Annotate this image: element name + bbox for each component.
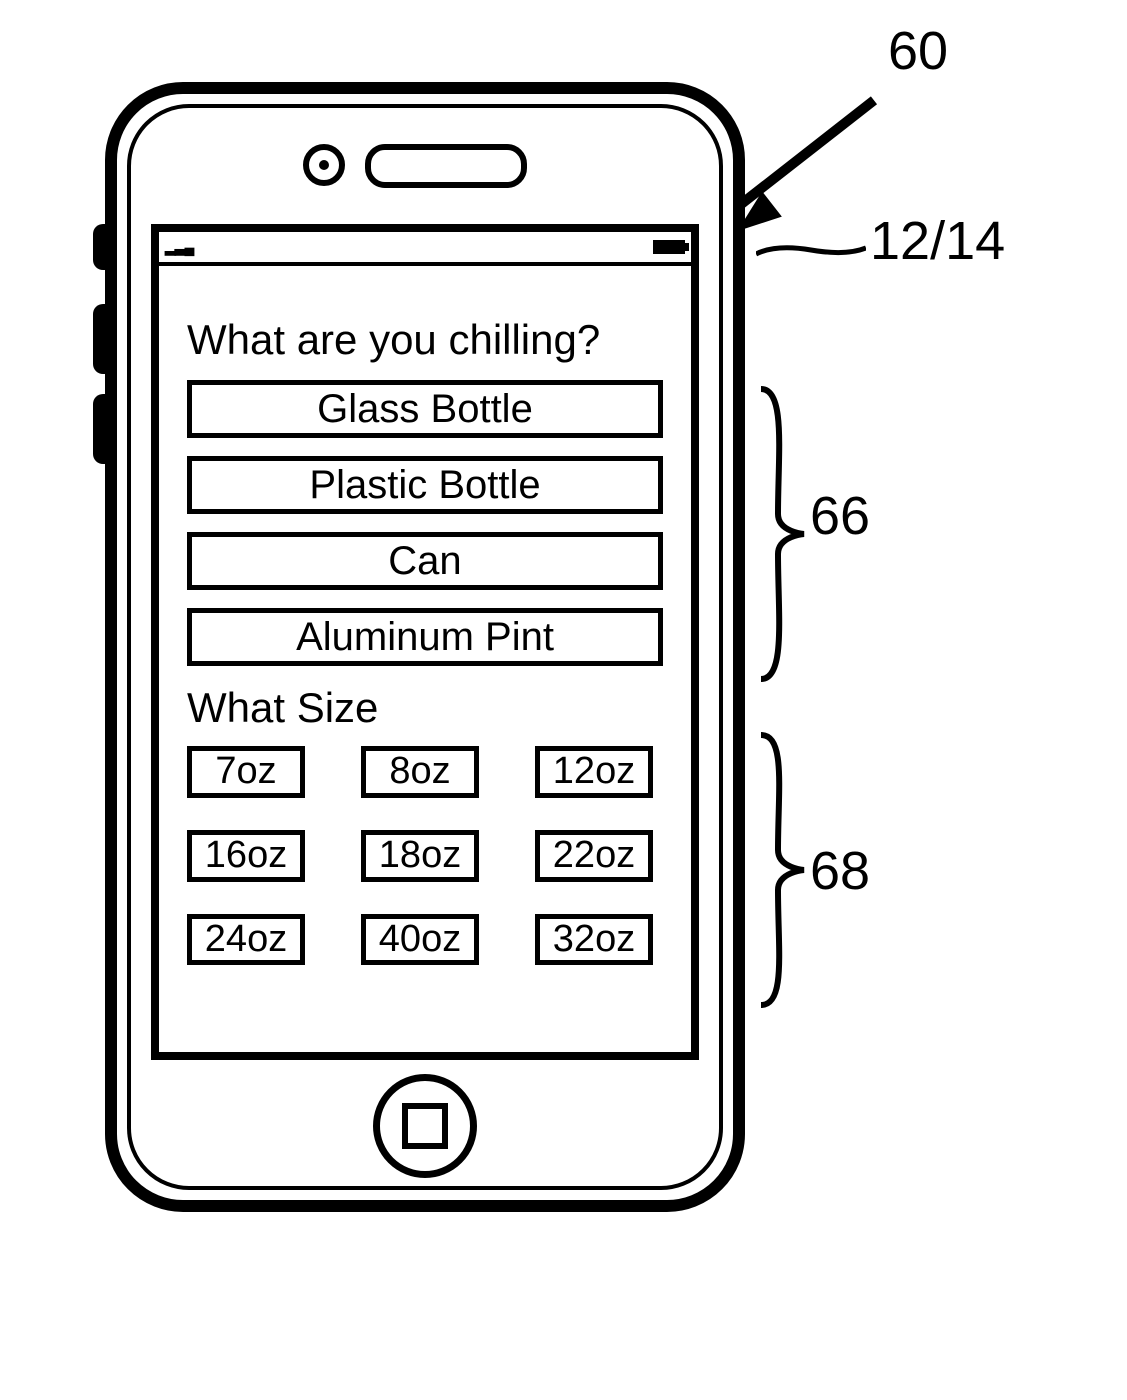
size-option-7oz[interactable]: 7oz	[187, 746, 305, 798]
reference-label-60: 60	[888, 20, 948, 82]
volume-down-button	[93, 394, 117, 464]
size-option-18oz[interactable]: 18oz	[361, 830, 479, 882]
status-bar: ▂▃▄	[159, 232, 691, 266]
side-switch	[93, 224, 117, 270]
phone-device: ▂▃▄ What are you chilling? Glass Bottle …	[105, 82, 745, 1212]
size-option-12oz[interactable]: 12oz	[535, 746, 653, 798]
front-camera-icon	[303, 144, 345, 186]
earpiece-speaker	[365, 144, 527, 188]
reference-label-12-14: 12/14	[870, 210, 1005, 272]
size-options-grid: 7oz 8oz 12oz 16oz 18oz 22oz 24oz 40oz 32…	[187, 746, 663, 965]
volume-up-button	[93, 304, 117, 374]
size-option-8oz[interactable]: 8oz	[361, 746, 479, 798]
size-option-32oz[interactable]: 32oz	[535, 914, 653, 966]
container-option-aluminum-pint[interactable]: Aluminum Pint	[187, 608, 663, 666]
reference-label-66: 66	[810, 485, 870, 547]
size-option-24oz[interactable]: 24oz	[187, 914, 305, 966]
figure-canvas: ▂▃▄ What are you chilling? Glass Bottle …	[0, 0, 1127, 1400]
reference-label-68: 68	[810, 840, 870, 902]
container-option-glass-bottle[interactable]: Glass Bottle	[187, 380, 663, 438]
size-prompt: What Size	[187, 684, 663, 732]
home-button-icon	[402, 1103, 448, 1149]
size-option-40oz[interactable]: 40oz	[361, 914, 479, 966]
brace-66	[756, 384, 806, 684]
container-option-can[interactable]: Can	[187, 532, 663, 590]
app-content: What are you chilling? Glass Bottle Plas…	[159, 266, 691, 975]
home-button[interactable]	[373, 1074, 477, 1178]
container-prompt: What are you chilling?	[187, 316, 663, 364]
container-option-plastic-bottle[interactable]: Plastic Bottle	[187, 456, 663, 514]
brace-68	[756, 730, 806, 1010]
battery-icon	[653, 240, 685, 254]
leader-line-12-14	[756, 240, 866, 260]
size-option-16oz[interactable]: 16oz	[187, 830, 305, 882]
signal-icon: ▂▃▄	[165, 239, 193, 256]
leader-arrow-60	[740, 80, 920, 220]
size-option-22oz[interactable]: 22oz	[535, 830, 653, 882]
screen: ▂▃▄ What are you chilling? Glass Bottle …	[151, 224, 699, 1060]
